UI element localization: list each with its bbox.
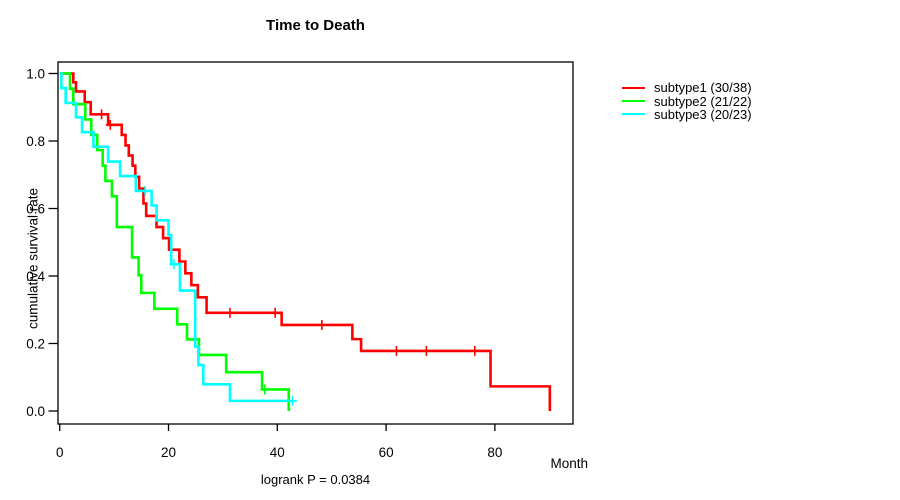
x-tick-label: 40 (270, 445, 285, 460)
x-tick-label: 0 (56, 445, 64, 460)
chart-title: Time to Death (266, 17, 365, 34)
x-tick-label: 20 (161, 445, 176, 460)
y-tick-label: 0.2 (26, 336, 45, 351)
legend-label-subtype2: subtype2 (21/22) (654, 93, 752, 109)
x-tick-label: 80 (487, 445, 502, 460)
legend-line-swatch-subtype1 (622, 86, 645, 89)
legend-item-subtype1: subtype1 (30/38) (622, 81, 752, 94)
y-tick-label: 0.6 (26, 201, 45, 216)
legend-line-swatch-subtype3 (622, 113, 645, 116)
y-tick-label: 0.4 (26, 269, 45, 284)
logrank-p-annotation: logrank P = 0.0384 (260, 472, 371, 487)
plot-box (57, 61, 574, 425)
legend-item-subtype2: subtype2 (21/22) (622, 93, 752, 109)
legend: subtype1 (30/38) subtype2 (21/22) subtyp… (622, 81, 752, 121)
legend-item-subtype3: subtype3 (20/23) (622, 108, 752, 121)
legend-label-subtype1: subtype1 (30/38) (654, 80, 752, 96)
x-axis-title: Month (550, 456, 588, 471)
y-axis-title: cumulative survival rate (25, 187, 41, 330)
y-tick-label: 0.0 (26, 404, 45, 419)
survival-curve-subtype2 (59, 72, 291, 411)
legend-label-subtype3: subtype3 (20/23) (654, 106, 752, 122)
y-tick-label: 1.0 (26, 66, 45, 81)
survival-curve-subtype3 (59, 72, 293, 403)
y-tick-label: 0.8 (26, 134, 45, 149)
legend-line-swatch-subtype2 (622, 100, 645, 103)
x-tick-label: 60 (379, 445, 394, 460)
